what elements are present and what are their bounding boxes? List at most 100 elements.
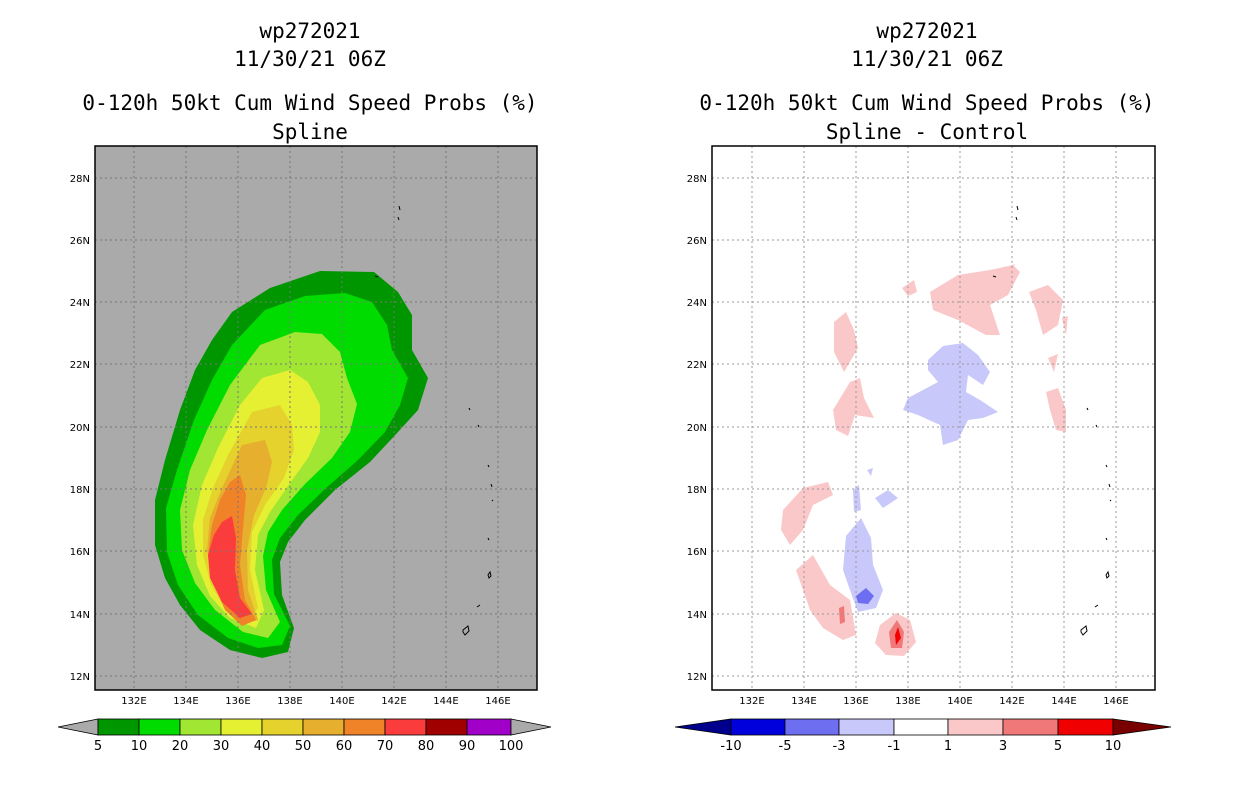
colorbar-label: 5	[1054, 739, 1062, 754]
y-tick-label: 20N	[687, 423, 707, 434]
negative-area	[875, 490, 898, 508]
right-colorbar-labels: -10 -5 -3 -1 1 3 5 10	[720, 739, 1121, 754]
y-tick-label: 22N	[687, 360, 707, 371]
right-chart-subtitle: Spline - Control	[825, 120, 1029, 144]
island	[992, 205, 1112, 636]
colorbar-segment-neg3-neg1	[838, 718, 895, 736]
y-tick-label: 22N	[70, 360, 90, 371]
colorbar-over-triangle	[1112, 718, 1172, 736]
colorbar-under-triangle	[57, 718, 99, 736]
colorbar-segment-10-20	[138, 718, 181, 736]
x-tick-label: 132E	[739, 696, 764, 707]
right-datetime: 11/30/21 06Z	[851, 47, 1003, 71]
negative-area	[903, 343, 998, 445]
left-storm-id: wp272021	[259, 19, 361, 43]
right-map: 132E 134E 136E 138E 140E 142E 144E 146E …	[674, 145, 1172, 754]
right-islands	[992, 205, 1112, 636]
right-colorbar	[674, 718, 1172, 736]
negative-area	[853, 485, 861, 512]
y-tick-label: 28N	[70, 174, 90, 185]
x-tick-label: 136E	[225, 696, 250, 707]
x-tick-label: 144E	[1051, 696, 1076, 707]
colorbar-label: 90	[459, 739, 476, 754]
colorbar-segment-90-100	[466, 718, 512, 736]
colorbar-label: -10	[720, 739, 741, 754]
positive-area	[1029, 285, 1063, 335]
x-tick-label: 138E	[277, 696, 302, 707]
y-tick-label: 28N	[687, 174, 707, 185]
x-tick-label: 136E	[843, 696, 868, 707]
left-datetime: 11/30/21 06Z	[234, 47, 386, 71]
y-tick-label: 24N	[70, 298, 90, 309]
left-grid	[95, 146, 537, 690]
positive-area	[833, 378, 874, 436]
right-diff-contours	[781, 264, 1068, 656]
y-tick-label: 16N	[70, 547, 90, 558]
colorbar-label: 10	[1105, 739, 1122, 754]
x-tick-label: 132E	[121, 696, 146, 707]
colorbar-label: 70	[377, 739, 394, 754]
y-tick-label: 20N	[70, 423, 90, 434]
x-tick-label: 142E	[381, 696, 406, 707]
left-chart-title: 0-120h 50kt Cum Wind Speed Probs (%)	[82, 91, 538, 115]
y-tick-label: 16N	[687, 547, 707, 558]
colorbar-label: 1	[944, 739, 952, 754]
colorbar-label: -1	[888, 739, 901, 754]
colorbar-label: 3	[999, 739, 1007, 754]
colorbar-label: -3	[833, 739, 846, 754]
left-colorbar-labels: 5 10 20 30 40 50 60 70 80 90 100	[94, 739, 524, 754]
y-tick-label: 18N	[70, 485, 90, 496]
x-tick-label: 144E	[433, 696, 458, 707]
y-tick-label: 14N	[70, 610, 90, 621]
colorbar-under-triangle	[674, 718, 732, 736]
negative-area	[867, 468, 873, 476]
left-colorbar	[57, 718, 552, 736]
colorbar-segment-5-10	[97, 718, 140, 736]
colorbar-label: 5	[94, 739, 102, 754]
colorbar-label: 100	[499, 739, 524, 754]
left-y-ticks: 12N 14N 16N 18N 20N 22N 24N 26N 28N	[70, 174, 90, 683]
left-islands	[374, 205, 494, 636]
left-map: 132E 134E 136E 138E 140E 142E 144E 146E …	[57, 145, 552, 754]
colorbar-segment-1-3	[947, 718, 1004, 736]
colorbar-label: 20	[172, 739, 189, 754]
y-tick-label: 26N	[70, 236, 90, 247]
y-tick-label: 12N	[70, 672, 90, 683]
colorbar-label: 80	[418, 739, 435, 754]
left-x-ticks: 132E 134E 136E 138E 140E 142E 144E 146E	[121, 696, 510, 707]
colorbar-segment-3-5	[1002, 718, 1059, 736]
y-tick-label: 26N	[687, 236, 707, 247]
negative-mid-area	[856, 588, 874, 604]
x-tick-label: 140E	[947, 696, 972, 707]
positive-area	[930, 265, 1020, 335]
x-tick-label: 140E	[329, 696, 354, 707]
left-chart-subtitle: Spline	[272, 120, 348, 144]
x-tick-label: 134E	[173, 696, 198, 707]
contour-70	[208, 516, 252, 618]
positive-area	[1046, 388, 1066, 432]
positive-mid-area	[839, 606, 845, 624]
y-tick-label: 18N	[687, 485, 707, 496]
y-tick-label: 24N	[687, 298, 707, 309]
positive-max-area	[895, 627, 901, 645]
colorbar-segment-neg1-1	[893, 718, 949, 736]
positive-area	[1062, 316, 1068, 335]
positive-area	[1048, 354, 1058, 372]
colorbar-segment-5-10	[1057, 718, 1114, 736]
colorbar-label: 50	[295, 739, 312, 754]
x-tick-label: 142E	[999, 696, 1024, 707]
colorbar-segment-neg5-neg3	[784, 718, 840, 736]
negative-area	[843, 518, 883, 612]
colorbar-segment-50-60	[302, 718, 345, 736]
right-chart-title: 0-120h 50kt Cum Wind Speed Probs (%)	[699, 91, 1155, 115]
colorbar-segment-40-50	[261, 718, 304, 736]
colorbar-label: 30	[213, 739, 230, 754]
right-map-frame	[711, 145, 1156, 691]
colorbar-segment-neg10-neg5	[730, 718, 786, 736]
right-x-ticks: 132E 134E 136E 138E 140E 142E 144E 146E	[739, 696, 1128, 707]
colorbar-segment-30-40	[220, 718, 263, 736]
colorbar-segment-80-90	[425, 718, 468, 736]
right-grid	[712, 146, 1155, 690]
left-prob-contours	[155, 271, 428, 658]
colorbar-label: 10	[131, 739, 148, 754]
